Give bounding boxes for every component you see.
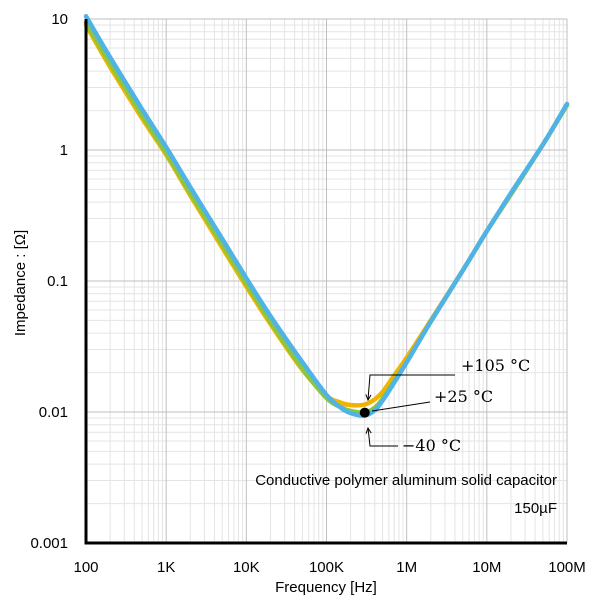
series-line-2 [83,13,570,418]
x-tick-label: 100K [309,559,344,576]
y-tick-label: 0.001 [30,535,68,552]
minimum-marker [359,407,370,418]
callout-arrowhead-0 [365,394,372,402]
major-grid [85,18,568,544]
x-tick-labels: 100 1K 10K 100K 1M 10M 100M [73,559,585,576]
y-tick-labels: 0.001 0.01 0.1 1 10 [30,11,68,552]
temperature-callouts: +105 °C +25 °C −40 °C [365,356,530,455]
x-tick-label: 10M [472,559,501,576]
y-axis-title: Impedance : [Ω] [12,230,29,336]
x-tick-label: 1M [396,559,417,576]
callout-label-0: +105 °C [461,356,530,375]
series-layer [83,13,570,418]
callout-label-1: +25 °C [434,387,493,406]
x-axis-title: Frequency [Hz] [275,579,377,596]
callout-arrowhead-2 [365,426,372,434]
callout-leader-2 [367,427,398,447]
x-tick-label: 100M [548,559,586,576]
callout-leader-1 [371,401,431,412]
callout-leader-0 [367,374,455,401]
y-tick-label: 1 [60,142,68,159]
y-tick-label: 0.01 [39,404,68,421]
y-tick-label: 0.1 [47,273,68,290]
axes-layer [84,19,567,545]
x-tick-label: 1K [157,559,175,576]
chart-annotation-capacitance: 150µF [514,500,557,517]
x-tick-label: 10K [233,559,260,576]
x-tick-label: 100 [73,559,98,576]
chart-annotation-description: Conductive polymer aluminum solid capaci… [255,472,557,489]
y-tick-label: 10 [51,11,68,28]
callout-label-2: −40 °C [402,436,461,455]
